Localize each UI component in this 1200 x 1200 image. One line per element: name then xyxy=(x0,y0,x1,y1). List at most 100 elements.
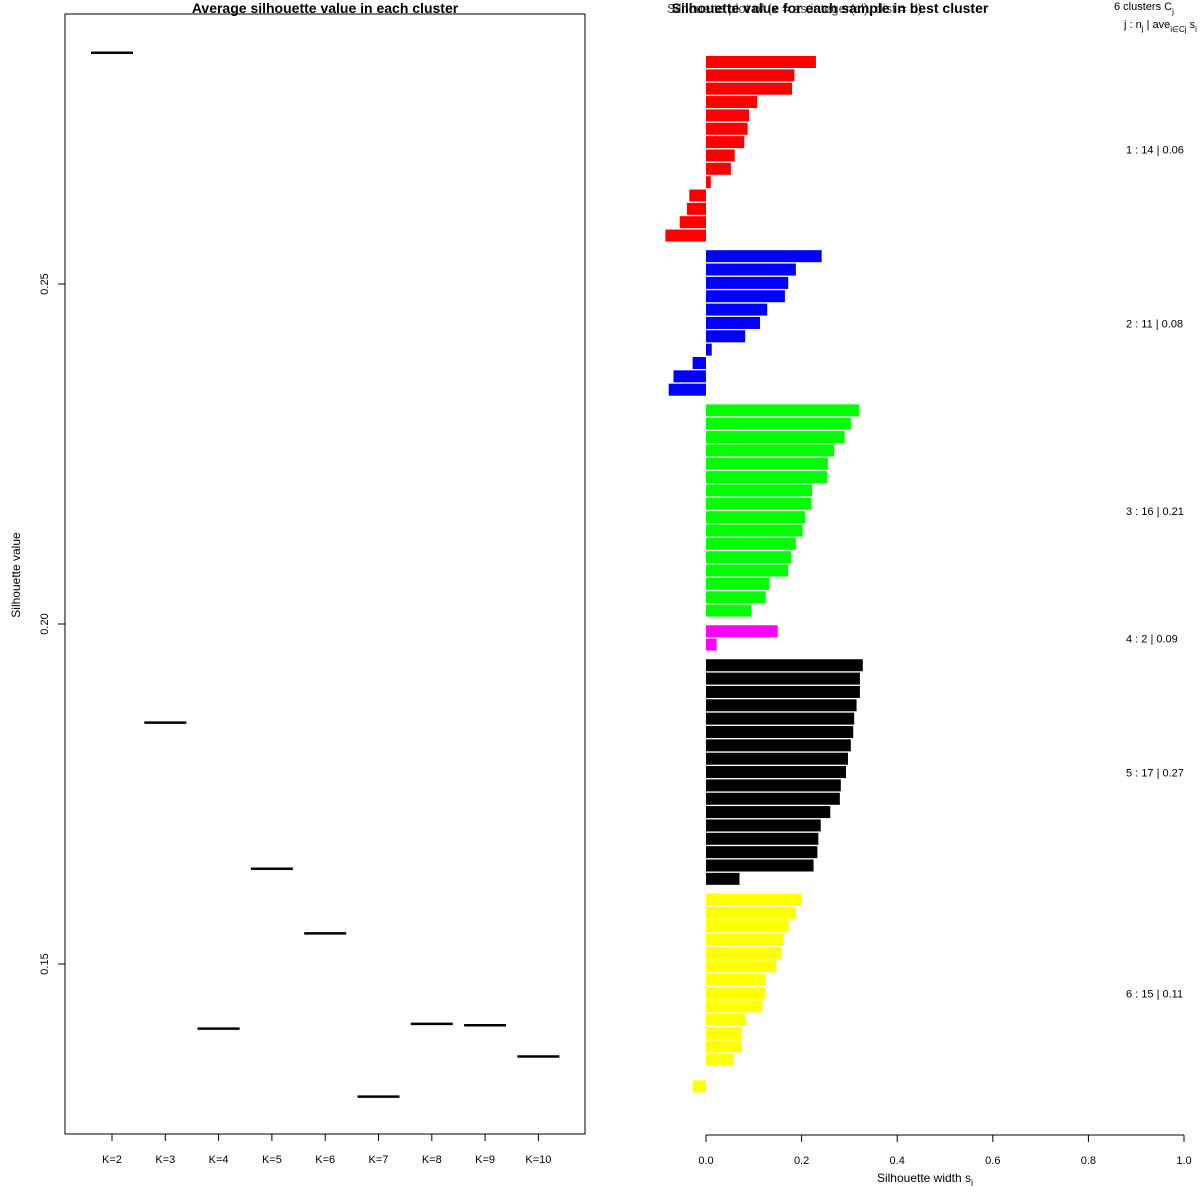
silhouette-bar xyxy=(706,986,765,999)
silhouette-bar xyxy=(706,250,822,263)
silhouette-bar xyxy=(706,343,712,356)
silhouette-bar xyxy=(706,752,848,765)
left-x-tick-label: K=3 xyxy=(155,1154,175,1166)
silhouette-bar xyxy=(706,832,819,845)
right-chart-overlay-title: Silhouette plot of (x = as.integer(cl), … xyxy=(667,1,922,16)
right-x-tick-label: 0.4 xyxy=(890,1155,905,1167)
silhouette-bar xyxy=(706,685,860,698)
silhouette-bar xyxy=(706,946,782,959)
silhouette-bar xyxy=(706,417,851,430)
left-x-tick-label: K=7 xyxy=(369,1154,389,1166)
silhouette-bar xyxy=(706,109,750,122)
silhouette-bar xyxy=(706,846,818,859)
silhouette-bar xyxy=(706,457,828,470)
left-x-tick-label: K=4 xyxy=(209,1154,229,1166)
right-x-tick-label: 0.8 xyxy=(1081,1155,1096,1167)
legend-header-line1: 6 clusters Cj xyxy=(1114,1,1174,16)
silhouette-bar xyxy=(706,591,766,604)
right-x-axis: 0.0 0.2 0.4 0.6 0.8 1.0 xyxy=(698,1134,1192,1167)
silhouette-bar xyxy=(706,699,857,712)
silhouette-bar xyxy=(706,511,805,524)
silhouette-bar xyxy=(706,766,847,779)
avg-silhouette-chart: Average silhouette value in each cluster… xyxy=(9,0,586,1166)
silhouette-bar xyxy=(706,82,793,95)
left-x-tick-label: K=5 xyxy=(262,1154,282,1166)
silhouette-bar xyxy=(706,484,813,497)
silhouette-bar xyxy=(706,303,768,316)
cluster-label: 6 : 15 | 0.11 xyxy=(1126,989,1183,1001)
left-x-tick-label: K=8 xyxy=(422,1154,442,1166)
silhouette-bar xyxy=(706,933,784,946)
silhouette-bar xyxy=(706,672,860,685)
silhouette-bar xyxy=(706,564,789,577)
cluster-labels: 1 : 14 | 0.06 2 : 11 | 0.08 3 : 16 | 0.21 4… xyxy=(1126,144,1184,1000)
silhouette-bar xyxy=(706,872,740,885)
silhouette-bar xyxy=(679,216,706,229)
left-x-tick-label: K=6 xyxy=(315,1154,335,1166)
right-x-tick-label: 0.6 xyxy=(985,1155,1000,1167)
silhouette-bar xyxy=(706,604,752,617)
silhouette-bar xyxy=(706,625,778,638)
silhouette-bar xyxy=(706,819,821,832)
right-x-tick-label: 0.2 xyxy=(794,1155,809,1167)
cluster-label: 1 : 14 | 0.06 xyxy=(1126,144,1184,156)
silhouette-bar xyxy=(706,779,841,792)
silhouette-bar xyxy=(706,537,796,550)
right-chart-title: Silhouette value for each sample in best… xyxy=(672,0,989,16)
silhouette-bar xyxy=(706,263,796,276)
left-y-axis: 0.15 0.20 0.25 xyxy=(39,273,66,975)
silhouette-bar xyxy=(706,739,851,752)
silhouette-bar xyxy=(706,122,748,135)
silhouette-bar xyxy=(706,1000,763,1013)
silhouette-bar xyxy=(668,383,706,396)
silhouette-bar xyxy=(706,471,827,484)
silhouette-bars xyxy=(665,56,863,1093)
silhouette-bar xyxy=(706,176,711,189)
silhouette-bar xyxy=(706,316,761,329)
sample-silhouette-chart: Silhouette plot of (x = as.integer(cl), … xyxy=(665,0,1197,1188)
silhouette-bar xyxy=(706,404,859,417)
cluster-label: 2 : 11 | 0.08 xyxy=(1126,319,1183,331)
silhouette-bar xyxy=(706,659,863,672)
silhouette-bar xyxy=(706,69,795,82)
left-y-axis-label: Silhouette value xyxy=(9,532,23,618)
silhouette-bar xyxy=(692,1080,706,1093)
legend-header-line2: j : nj | avei∈Cj si xyxy=(1123,19,1197,34)
silhouette-bar xyxy=(706,96,758,109)
left-x-tick-label: K=10 xyxy=(525,1154,551,1166)
silhouette-bar xyxy=(706,906,796,919)
silhouette-bar xyxy=(706,330,746,343)
left-y-tick-label: 0.15 xyxy=(39,953,51,974)
silhouette-bar xyxy=(706,497,812,510)
left-x-tick-label: K=2 xyxy=(102,1154,122,1166)
cluster-legend-header: 6 clusters Cj j : nj | avei∈Cj si xyxy=(1114,1,1197,34)
left-x-axis: K=2 K=3 K=4 K=5 K=6 K=7 K=8 K=9 K=10 xyxy=(102,1133,551,1166)
silhouette-bar xyxy=(706,1027,742,1039)
silhouette-bar xyxy=(706,973,766,986)
silhouette-bar xyxy=(706,920,789,933)
cluster-label: 3 : 16 | 0.21 xyxy=(1126,506,1184,518)
silhouette-bar xyxy=(706,726,854,738)
silhouette-bar xyxy=(673,370,706,383)
right-x-tick-label: 0.0 xyxy=(698,1155,713,1167)
silhouette-bar xyxy=(706,806,831,819)
silhouette-bar xyxy=(706,444,835,457)
right-x-axis-label: Silhouette width si xyxy=(877,1171,973,1188)
silhouette-bar xyxy=(706,638,717,651)
silhouette-bar xyxy=(706,792,840,805)
left-chart-title: Average silhouette value in each cluster xyxy=(192,0,459,16)
silhouette-bar xyxy=(706,1053,734,1066)
silhouette-bar xyxy=(706,1040,742,1053)
left-x-tick-label: K=9 xyxy=(475,1154,495,1166)
silhouette-bar xyxy=(706,276,789,289)
silhouette-bar xyxy=(706,893,802,906)
right-x-tick-label: 1.0 xyxy=(1176,1155,1191,1167)
silhouette-bar xyxy=(706,577,770,590)
left-y-tick-label: 0.20 xyxy=(39,613,51,634)
cluster-label: 4 : 2 | 0.09 xyxy=(1126,634,1178,646)
silhouette-bar xyxy=(706,859,814,872)
left-plot-frame xyxy=(64,13,586,1135)
cluster-label: 5 : 17 | 0.27 xyxy=(1126,768,1184,780)
silhouette-bar xyxy=(706,551,792,564)
